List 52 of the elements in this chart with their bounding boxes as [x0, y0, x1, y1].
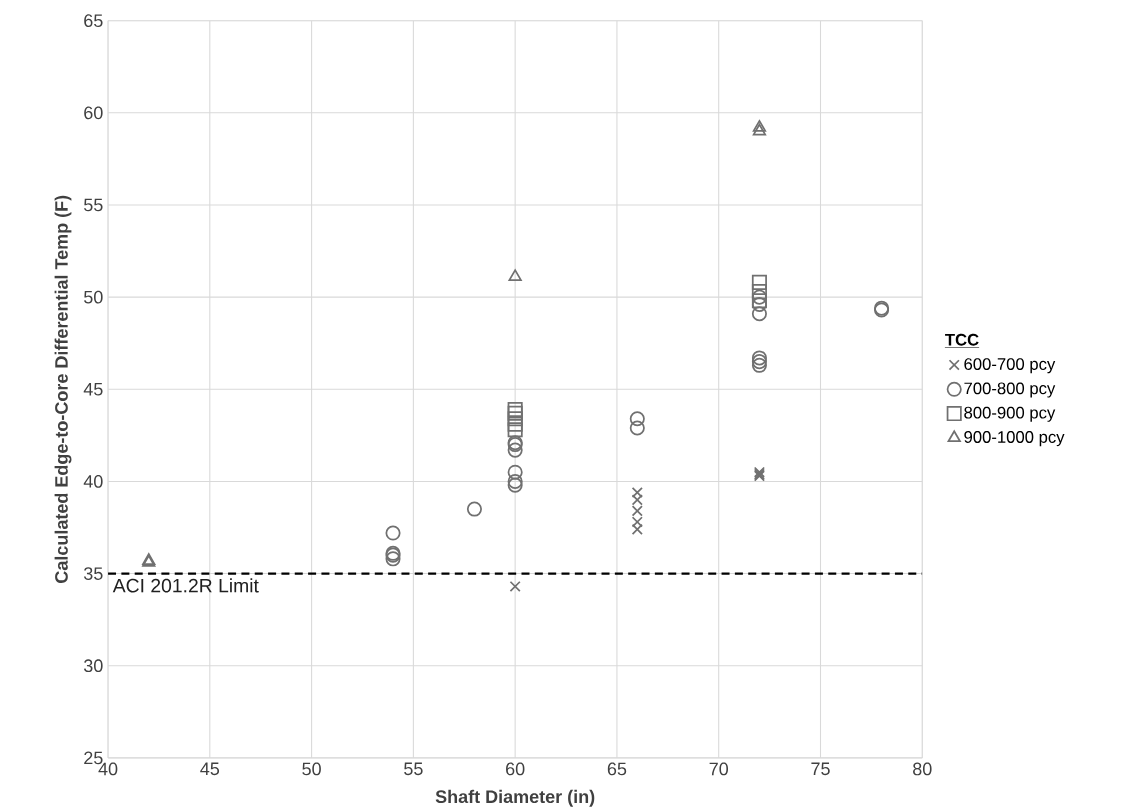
legend-label: 700-800 pcy — [964, 382, 1056, 398]
point — [751, 350, 767, 366]
x-tick-label: 70 — [709, 762, 729, 776]
point — [752, 123, 767, 136]
y-tick-label: 35 — [83, 567, 103, 580]
point — [631, 505, 643, 517]
y-tick-label: 40 — [83, 475, 103, 488]
y-tick-label: 60 — [84, 106, 103, 120]
point — [631, 494, 643, 506]
ref-line-label: ACI 201.2R Limit — [112, 578, 259, 593]
point — [507, 464, 523, 480]
legend-label: 600-700 pcy — [964, 358, 1056, 374]
x-tick-label: 50 — [302, 762, 321, 776]
point — [385, 525, 401, 541]
x-tick-label: 80 — [913, 762, 932, 776]
point — [631, 523, 643, 535]
point — [509, 580, 521, 593]
y-tick-label: 50 — [84, 290, 103, 304]
y-tick-label: 45 — [83, 382, 103, 396]
x-tick-label: 55 — [404, 762, 423, 776]
legend-label: 800-900 pcy — [964, 406, 1056, 422]
point — [751, 289, 767, 305]
point — [507, 422, 523, 438]
y-tick-label: 30 — [83, 659, 103, 673]
point — [631, 516, 643, 528]
point — [507, 442, 523, 458]
point — [507, 477, 523, 493]
point — [507, 473, 523, 489]
point — [629, 420, 645, 436]
point — [751, 274, 767, 290]
point — [752, 119, 767, 132]
y-axis-title: Calculated Edge-to-Core Differential Temp (F) — [54, 195, 72, 583]
y-tick-label: 65 — [84, 14, 103, 27]
point — [508, 269, 522, 282]
point — [385, 551, 401, 567]
point — [751, 284, 767, 300]
point — [507, 416, 523, 432]
x-tick-label: 60 — [506, 762, 525, 776]
x-tick-label: 65 — [607, 762, 627, 776]
point — [507, 401, 523, 418]
legend-title: TCC — [945, 333, 979, 346]
legend-label: 900-1000 pcy — [964, 431, 1065, 447]
point — [631, 486, 643, 499]
point — [507, 411, 523, 427]
x-axis-title: Shaft Diameter (in) — [435, 789, 595, 807]
point — [629, 411, 645, 427]
y-tick-label: 55 — [84, 198, 103, 212]
point — [507, 405, 523, 421]
x-tick-label: 45 — [200, 762, 220, 776]
point — [751, 306, 767, 322]
x-tick-label: 75 — [811, 762, 830, 776]
point — [466, 501, 482, 517]
